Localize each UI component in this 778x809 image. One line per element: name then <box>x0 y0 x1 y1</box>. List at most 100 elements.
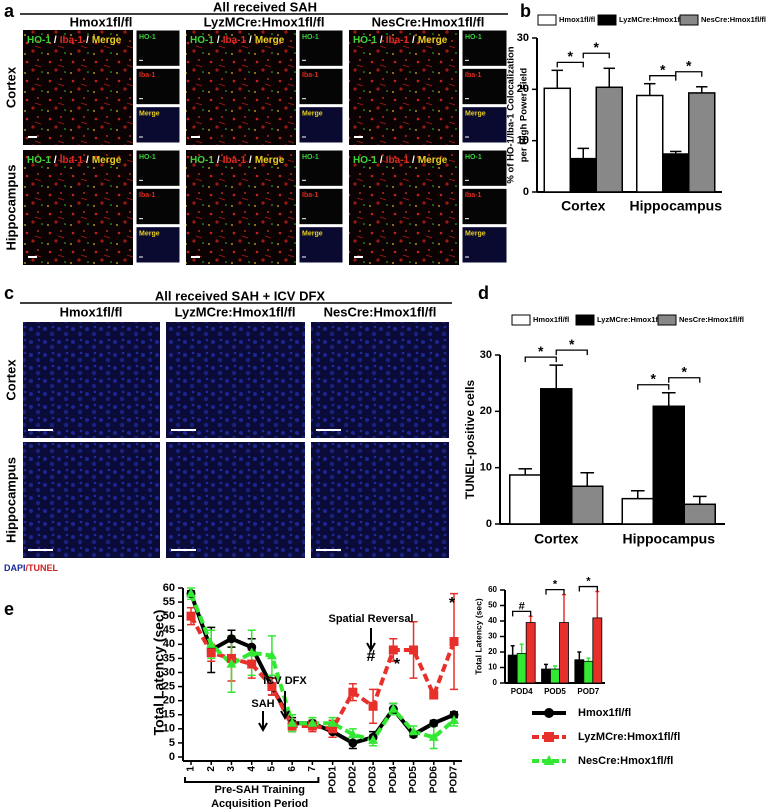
stain-label: HO-1/Iba-1/Merge <box>190 155 285 166</box>
stain-part: HO-1 <box>353 155 377 166</box>
stain-part: HO-1 <box>190 155 214 166</box>
stain-label: HO-1/Iba-1/Merge <box>353 35 448 46</box>
micrograph-inset <box>461 67 508 106</box>
micrograph <box>23 322 160 438</box>
stain-part: Iba-1 <box>223 35 247 46</box>
data-point <box>449 714 459 724</box>
data-point <box>267 682 277 692</box>
bar <box>652 405 685 525</box>
significance-bracket <box>512 610 532 617</box>
series-line <box>189 615 456 732</box>
row-label: Cortex <box>3 66 18 108</box>
bar <box>574 659 585 684</box>
micrograph-inset <box>298 226 344 264</box>
bar <box>525 622 536 684</box>
y-tick-label: 60 <box>163 582 175 594</box>
annotation-arrow <box>258 711 268 733</box>
data-point <box>206 638 217 648</box>
annotation-arrow <box>280 691 290 721</box>
data-point <box>307 717 318 727</box>
x-tick-label: POD5 <box>544 687 566 696</box>
y-tick-label: 20 <box>163 695 175 707</box>
micrograph <box>166 322 305 438</box>
legend-marker <box>544 732 554 742</box>
y-tick-label: 45 <box>163 624 175 636</box>
bar <box>595 86 623 193</box>
legend-label: NesCre:Hmox1fl/fl <box>701 15 766 24</box>
stain-part: / <box>412 35 415 46</box>
data-point <box>429 690 439 700</box>
y-tick-label: 20 <box>488 647 497 656</box>
y-tick-label: 10 <box>163 723 175 735</box>
significance-mark: * <box>586 575 591 587</box>
panel-letter: b <box>520 1 531 21</box>
x-tick-label: POD2 <box>347 766 358 794</box>
legend-swatch <box>679 14 699 26</box>
x-tick-label: 6 <box>287 766 298 772</box>
stain-part: Iba-1 <box>60 35 84 46</box>
stain-part: TUNEL <box>28 563 58 573</box>
significance-mark: * <box>651 370 657 386</box>
inset-label: Merge <box>465 111 486 118</box>
column-title: NesCre:Hmox1fl/fl <box>324 304 437 319</box>
bar <box>540 388 573 525</box>
y-tick-label: 25 <box>163 680 175 692</box>
micrograph-inset <box>461 187 508 226</box>
legend-swatch <box>575 314 595 326</box>
y-tick-label: 0 <box>493 678 498 687</box>
x-tick-label: 4 <box>246 766 257 772</box>
y-tick-label: 60 <box>488 585 497 594</box>
inset-label: Iba-1 <box>465 192 481 199</box>
annotation: Spatial Reversal <box>329 613 414 625</box>
x-tick-label: 7 <box>307 766 318 772</box>
bar <box>621 497 654 525</box>
stain-part: / <box>380 35 383 46</box>
significance-bracket <box>578 585 598 592</box>
legend-label: LyzMCre:Hmox1fl/fl <box>619 15 689 24</box>
data-point <box>186 588 196 598</box>
stain-part: / <box>86 35 89 46</box>
annotation: * <box>449 595 456 612</box>
data-point <box>429 718 439 728</box>
data-point <box>388 645 398 655</box>
significance-bracket <box>582 52 610 59</box>
series-line <box>189 592 455 746</box>
stain-label: HO-1/Iba-1/Merge <box>353 155 448 166</box>
x-tick-label: Hippocampus <box>622 531 715 547</box>
row-label: Cortex <box>3 359 18 401</box>
stain-part: Iba-1 <box>386 35 410 46</box>
stain-part: HO-1 <box>27 155 51 166</box>
micrograph-inset <box>461 29 508 67</box>
panel-title: All received SAH + ICV DFX <box>155 288 325 303</box>
stain-part: Merge <box>255 155 285 166</box>
legend-label: LyzMCre:Hmox1fl/fl <box>578 731 680 743</box>
y-tick-label: 40 <box>488 616 497 625</box>
y-tick-label: 0 <box>523 186 529 198</box>
y-axis-label: Total Latency (sec) <box>473 598 483 675</box>
data-point <box>408 726 419 736</box>
legend-label: LyzMCre:Hmox1fl/fl <box>597 315 667 324</box>
stain-part: / <box>54 155 57 166</box>
micrograph-inset <box>461 106 508 144</box>
significance-mark: * <box>538 343 544 359</box>
micrograph-inset <box>135 149 181 187</box>
y-tick-label: 0 <box>169 751 175 763</box>
y-tick-label: 30 <box>480 349 492 361</box>
significance-mark: * <box>682 363 688 379</box>
significance-mark: * <box>686 57 692 73</box>
x-tick-label: 5 <box>267 766 278 772</box>
bar <box>683 503 716 525</box>
inset-label: Merge <box>139 111 160 118</box>
legend-swatch <box>657 314 677 326</box>
micrograph-inset <box>135 226 181 264</box>
data-point <box>348 687 358 697</box>
significance-mark: # <box>519 600 525 612</box>
data-point <box>368 701 378 711</box>
y-tick-label: 35 <box>163 652 175 664</box>
legend-marker <box>544 708 554 718</box>
bar <box>507 654 518 684</box>
x-tick-label: 1 <box>186 766 197 772</box>
legend-label: NesCre:Hmox1fl/fl <box>679 315 744 324</box>
significance-bracket <box>675 71 703 77</box>
legend-swatch <box>511 314 531 326</box>
